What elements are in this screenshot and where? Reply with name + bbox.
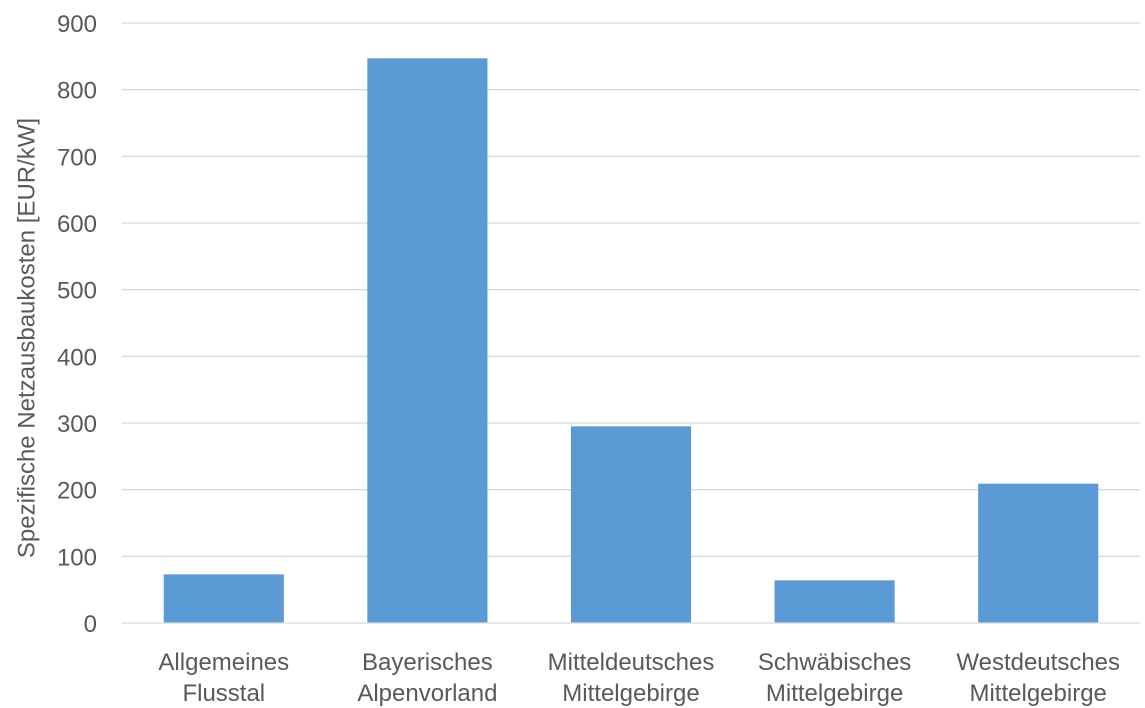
bar: [163, 574, 284, 623]
bar: [774, 580, 895, 623]
y-axis-tick-labels: 0 100 200 300 400 500 600 700 800 900: [57, 11, 97, 638]
y-tick-label: 300: [57, 411, 97, 438]
y-tick-label: 500: [57, 278, 97, 305]
y-tick-label: 800: [57, 78, 97, 105]
x-tick-label: Bayerisches Alpenvorland: [357, 649, 497, 707]
x-tick-label: Mitteldeutsches Mittelgebirge: [548, 649, 715, 707]
x-axis-tick-labels: Allgemeines Flusstal Bayerisches Alpenvorla…: [158, 649, 1120, 707]
y-tick-label: 400: [57, 344, 97, 371]
bar: [978, 483, 1099, 623]
gridlines: [122, 22, 1140, 557]
bar: [570, 426, 692, 623]
y-tick-label: 700: [57, 144, 97, 171]
y-tick-label: 900: [57, 11, 97, 38]
y-tick-label: 0: [84, 611, 97, 638]
y-axis-label: Spezifische Netzausbaukosten [EUR/kW]: [13, 118, 40, 558]
bars: [163, 58, 1099, 624]
x-tick-label: Schwäbisches Mittelgebirge: [758, 649, 911, 707]
x-tick-label: Allgemeines Flusstal: [158, 649, 289, 707]
bar: [367, 58, 488, 624]
y-tick-label: 100: [57, 544, 97, 571]
y-tick-label: 600: [57, 211, 97, 238]
x-tick-label: Westdeutsches Mittelgebirge: [956, 649, 1120, 707]
y-tick-label: 200: [57, 478, 97, 505]
